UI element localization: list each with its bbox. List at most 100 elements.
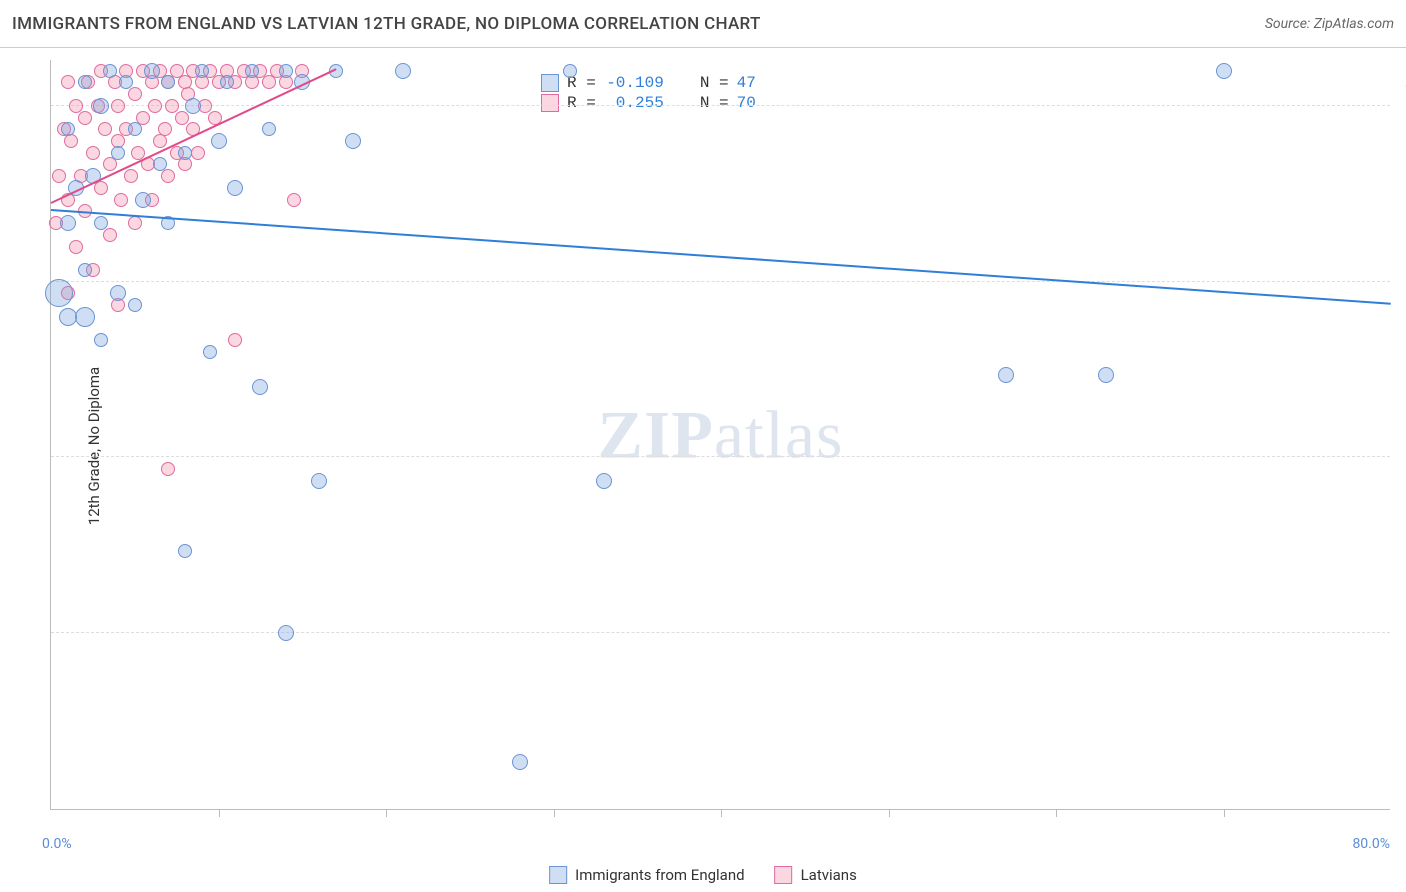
data-point (119, 75, 133, 89)
stat-label: R = (567, 94, 596, 112)
y-tick-label: 77.5% (1395, 609, 1406, 625)
data-point (111, 99, 125, 113)
data-point (86, 146, 100, 160)
data-point (103, 228, 117, 242)
stats-row-pink: R = 0.255 N = 70 (541, 94, 756, 112)
data-point (178, 146, 192, 160)
data-point (78, 111, 92, 125)
data-point (161, 75, 175, 89)
data-point (161, 462, 175, 476)
data-point (78, 263, 92, 277)
x-tick (1224, 809, 1225, 817)
scatter-chart: ZIPatlas R = -0.109 N = 47 R = 0.255 N =… (50, 60, 1390, 810)
data-point (279, 64, 293, 78)
data-point (185, 98, 201, 114)
gridline (51, 105, 1390, 106)
chart-title: IMMIGRANTS FROM ENGLAND VS LATVIAN 12TH … (12, 14, 761, 34)
data-point (1216, 63, 1232, 79)
data-point (311, 473, 327, 489)
trend-line (51, 209, 1391, 305)
data-point (252, 379, 268, 395)
x-tick (721, 809, 722, 817)
data-point (128, 87, 142, 101)
data-point (158, 122, 172, 136)
stat-r-blue: -0.109 (604, 74, 664, 92)
data-point (128, 298, 142, 312)
swatch-blue (549, 866, 567, 884)
gridline (51, 281, 1390, 282)
data-point (262, 75, 276, 89)
data-point (278, 625, 294, 641)
y-tick-label: 100.0% (1395, 82, 1406, 98)
data-point (153, 157, 167, 171)
data-point (228, 333, 242, 347)
stat-r-pink: 0.255 (604, 94, 664, 112)
swatch-blue (541, 74, 559, 92)
legend: Immigrants from England Latvians (549, 866, 857, 884)
data-point (345, 133, 361, 149)
y-tick-label: 85.0% (1395, 433, 1406, 449)
data-point (52, 169, 66, 183)
x-axis-min-label: 0.0% (42, 836, 72, 852)
data-point (175, 111, 189, 125)
data-point (220, 75, 234, 89)
stat-n-blue: 47 (737, 74, 756, 92)
data-point (245, 64, 259, 78)
x-tick (386, 809, 387, 817)
x-tick (219, 809, 220, 817)
data-point (75, 307, 95, 327)
data-point (103, 157, 117, 171)
data-point (114, 193, 128, 207)
stat-n-pink: 70 (737, 94, 756, 112)
data-point (59, 308, 77, 326)
data-point (61, 75, 75, 89)
data-point (111, 146, 125, 160)
data-point (227, 180, 243, 196)
chart-source: Source: ZipAtlas.com (1265, 16, 1394, 32)
x-tick (554, 809, 555, 817)
data-point (45, 279, 73, 307)
data-point (128, 122, 142, 136)
legend-label: Latvians (801, 866, 857, 884)
gridline (51, 456, 1390, 457)
legend-item-blue: Immigrants from England (549, 866, 744, 884)
data-point (1098, 367, 1114, 383)
data-point (60, 215, 76, 231)
data-point (128, 216, 142, 230)
data-point (69, 240, 83, 254)
watermark: ZIPatlas (598, 395, 844, 474)
data-point (512, 754, 528, 770)
data-point (191, 146, 205, 160)
data-point (98, 122, 112, 136)
x-tick (1056, 809, 1057, 817)
data-point (998, 367, 1014, 383)
chart-header: IMMIGRANTS FROM ENGLAND VS LATVIAN 12TH … (0, 0, 1406, 48)
data-point (93, 98, 109, 114)
data-point (78, 75, 92, 89)
data-point (563, 64, 577, 78)
data-point (110, 285, 126, 301)
data-point (144, 63, 160, 79)
data-point (103, 64, 117, 78)
swatch-pink (541, 94, 559, 112)
data-point (395, 63, 411, 79)
data-point (195, 64, 209, 78)
stat-label: N = (700, 74, 729, 92)
data-point (124, 169, 138, 183)
data-point (148, 99, 162, 113)
data-point (94, 333, 108, 347)
swatch-pink (775, 866, 793, 884)
data-point (178, 544, 192, 558)
data-point (135, 192, 151, 208)
y-tick-label: 92.5% (1395, 258, 1406, 274)
data-point (94, 216, 108, 230)
data-point (203, 345, 217, 359)
x-axis-max-label: 80.0% (1352, 836, 1390, 852)
data-point (262, 122, 276, 136)
x-tick (889, 809, 890, 817)
data-point (61, 122, 75, 136)
data-point (287, 193, 301, 207)
data-point (161, 169, 175, 183)
gridline (51, 632, 1390, 633)
data-point (596, 473, 612, 489)
